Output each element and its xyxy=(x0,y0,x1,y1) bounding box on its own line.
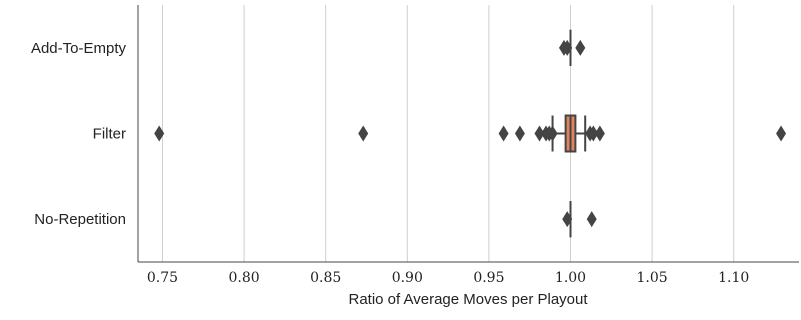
x-tick-label: 0.85 xyxy=(310,270,341,286)
outlier-point xyxy=(514,125,525,142)
box-group xyxy=(562,201,597,238)
box-series xyxy=(154,29,787,238)
outlier-point xyxy=(562,211,573,228)
x-tick-label: 0.90 xyxy=(392,270,423,286)
axes xyxy=(137,5,799,263)
category-labels: Add-To-Empty Filter No-Repetition xyxy=(31,40,127,228)
category-label: Add-To-Empty xyxy=(31,40,127,57)
outlier-point xyxy=(358,125,369,142)
box-group xyxy=(558,29,586,66)
outlier-point xyxy=(534,125,545,142)
category-label: No-Repetition xyxy=(34,211,126,228)
x-axis-title: Ratio of Average Moves per Playout xyxy=(348,291,588,308)
outlier-point xyxy=(562,39,573,56)
x-tick-label: 1.10 xyxy=(718,270,749,286)
outlier-point xyxy=(154,125,165,142)
x-tick-label: 1.05 xyxy=(637,270,668,286)
x-tick-labels: 0.75 0.80 0.85 0.90 0.95 1.00 1.05 1.10 xyxy=(147,270,749,286)
x-tick-label: 0.75 xyxy=(147,270,178,286)
outlier-point xyxy=(586,211,597,228)
x-tick-label: 0.80 xyxy=(229,270,260,286)
box-group xyxy=(154,114,787,153)
grid-lines xyxy=(161,5,735,262)
outlier-point xyxy=(498,125,509,142)
outlier-point xyxy=(594,125,605,142)
category-label: Filter xyxy=(93,126,126,143)
x-tick-label: 1.00 xyxy=(555,270,586,286)
outlier-point xyxy=(588,125,599,142)
outlier-point xyxy=(575,39,586,56)
x-tick-label: 0.95 xyxy=(473,270,504,286)
outlier-point xyxy=(547,125,558,142)
outlier-point xyxy=(776,125,787,142)
